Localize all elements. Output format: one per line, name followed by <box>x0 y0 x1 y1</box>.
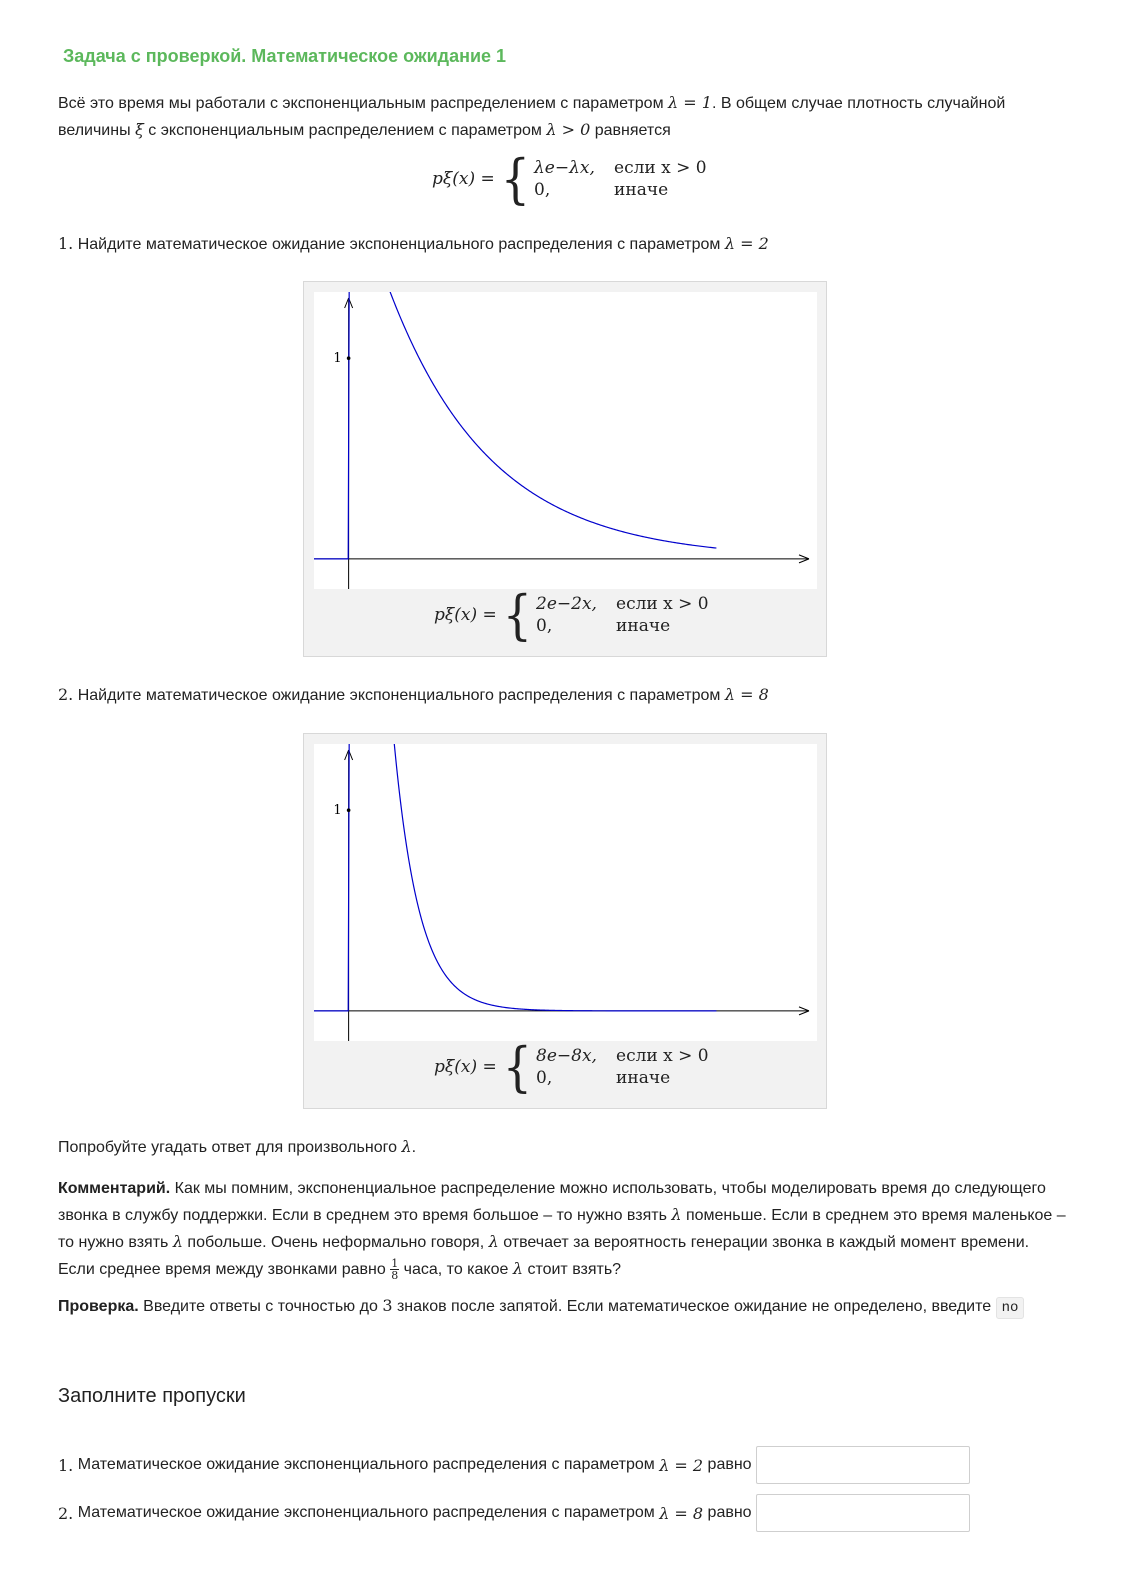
general-density-formula: pξ(x) = { λe−λx, если x > 0 0, иначе <box>432 147 707 211</box>
intro-paragraph: Всё это время мы работали с экспоненциал… <box>58 93 1006 139</box>
density-chart-lambda-8: 1 <box>314 744 817 1041</box>
answer-input-lambda-2[interactable] <box>755 1446 970 1484</box>
hint-paragraph: Попробуйте угадать ответ для произвольно… <box>58 1137 417 1156</box>
blank-row-1: 1. Математическое ожидание экспоненциаль… <box>58 1446 970 1484</box>
comment-paragraph: Комментарий. Как мы помним, экспоненциал… <box>58 1180 1066 1283</box>
density-curve <box>314 292 717 560</box>
plot-area <box>314 292 817 589</box>
density-curve <box>314 744 717 1012</box>
y-tick-mark <box>346 356 351 361</box>
fraction-one-eighth: 1 8 <box>390 1257 400 1283</box>
comment-label: Комментарий. <box>58 1180 171 1197</box>
density-chart-lambda-2: 1 <box>314 292 817 589</box>
y-tick-label: 1 <box>333 351 341 366</box>
check-label: Проверка. <box>58 1298 139 1315</box>
figure-lambda-8: 1 pξ(x) = { 8e−8x, если x > 0 0, иначе <box>303 733 827 1109</box>
answer-input-lambda-8[interactable] <box>755 1494 970 1532</box>
y-tick-mark <box>346 808 351 813</box>
no-code-literal: no <box>995 1297 1025 1319</box>
x-axis-arrow <box>798 554 810 564</box>
density-formula-lambda-8: pξ(x) = { 8e−8x, если x > 0 0, иначе <box>434 1035 709 1099</box>
question-2: 2. Найдите математическое ожидание экспо… <box>58 685 769 704</box>
plot-area <box>314 744 817 1041</box>
task-title: Задача с проверкой. Математическое ожида… <box>63 46 507 66</box>
blank-row-2: 2. Математическое ожидание экспоненциаль… <box>58 1494 970 1532</box>
density-formula-lambda-2: pξ(x) = { 2e−2x, если x > 0 0, иначе <box>434 583 709 647</box>
figure-lambda-2: 1 pξ(x) = { 2e−2x, если x > 0 0, иначе <box>303 281 827 657</box>
x-axis-arrow <box>798 1006 810 1016</box>
fill-blanks-heading: Заполните пропуски <box>58 1385 246 1407</box>
question-1: 1. Найдите математическое ожидание экспо… <box>58 234 769 253</box>
check-paragraph: Проверка. Введите ответы с точностью до … <box>58 1293 1078 1321</box>
y-tick-label: 1 <box>333 803 341 818</box>
